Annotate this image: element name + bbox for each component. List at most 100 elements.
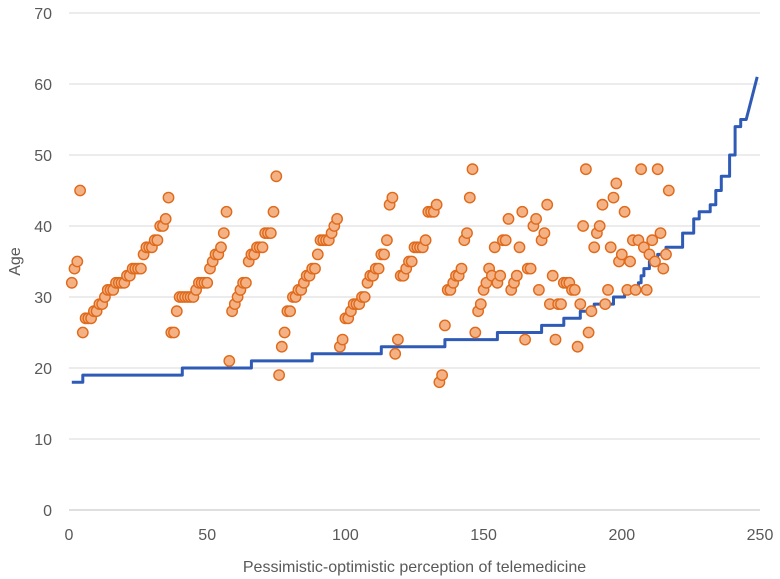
scatter-point [430, 198, 443, 211]
scatter-point [604, 241, 617, 254]
scatter-point [159, 212, 172, 225]
scatter-point [593, 220, 606, 232]
scatter-point [267, 205, 280, 218]
scatter-point [466, 163, 479, 176]
scatter-point [654, 227, 667, 240]
scatter-point [76, 326, 89, 339]
scatter-point [311, 248, 324, 261]
scatter-point [602, 283, 614, 296]
scatter-point [546, 269, 559, 282]
x-tick-label-150: 150 [470, 527, 497, 544]
scatter-point [270, 170, 283, 183]
scatter-point [494, 269, 507, 282]
scatter-points [65, 163, 675, 389]
scatter-point [577, 220, 589, 232]
scatter-point [596, 198, 609, 211]
scatter-point [239, 276, 252, 289]
scatter-point [217, 227, 230, 240]
scatter-point [660, 248, 672, 261]
scatter-point [256, 241, 269, 254]
scatter-point [336, 333, 349, 346]
y-tick-label-50: 50 [34, 148, 52, 165]
scatter-point [555, 298, 567, 310]
scatter-point [461, 227, 473, 240]
scatter-point [201, 276, 214, 289]
scatter-point [358, 291, 371, 303]
scatter-point [278, 326, 291, 339]
scatter-point [541, 198, 554, 211]
scatter-point [436, 369, 448, 381]
scatter-point [629, 283, 642, 296]
scatter-point [588, 241, 601, 254]
scatter-point [618, 205, 631, 218]
scatter-point [405, 255, 418, 268]
scatter-point [530, 212, 542, 225]
scatter-point [65, 276, 78, 289]
y-tick-labels: 0 10 20 30 40 50 60 70 [34, 6, 52, 520]
threshold-line-group [71, 76, 759, 384]
y-tick-label-30: 30 [34, 290, 52, 307]
scatter-point [582, 326, 595, 339]
scatter-point [74, 184, 87, 197]
scatter-point [624, 255, 636, 268]
scatter-point [386, 191, 399, 204]
scatter-point [168, 326, 180, 339]
scatter-point [463, 191, 476, 204]
scatter-point [331, 212, 343, 225]
scatter-point [474, 298, 487, 310]
scatter-point [378, 248, 390, 261]
scatter-point [389, 347, 402, 360]
scatter-point [615, 248, 628, 261]
scatter-point [372, 262, 385, 275]
scatter-point [455, 262, 468, 275]
scatter-point [438, 319, 451, 332]
y-tick-label-60: 60 [34, 77, 52, 94]
scatter-point [533, 283, 545, 296]
scatter-point [568, 283, 581, 296]
scatter-point [502, 212, 515, 225]
x-axis-title: Pessimistic-optimistic perception of tel… [243, 559, 586, 576]
scatter-point [516, 205, 529, 218]
scatter-point [419, 234, 432, 247]
x-tick-label-0: 0 [65, 527, 74, 544]
scatter-point [71, 255, 84, 268]
scatter-point [273, 369, 285, 381]
x-tick-label-50: 50 [198, 527, 216, 544]
scatter-point [170, 305, 183, 318]
scatter-point [580, 163, 592, 176]
scatter-point [640, 283, 653, 296]
scatter-point [649, 255, 661, 268]
scatter-point [549, 333, 562, 346]
scatter-point [391, 333, 404, 346]
x-tick-label-100: 100 [332, 527, 359, 544]
scatter-point [284, 305, 296, 318]
x-tick-labels: 0 50 100 150 200 250 [65, 527, 774, 544]
scatter-point [510, 269, 523, 282]
scatter-point [513, 241, 526, 254]
x-tick-label-200: 200 [608, 527, 635, 544]
scatter-point [610, 177, 623, 190]
scatter-point [574, 298, 587, 310]
y-tick-label-10: 10 [34, 432, 52, 449]
y-axis-title: Age [7, 247, 24, 276]
scatter-point [151, 234, 164, 247]
scatter-point [162, 191, 175, 204]
scatter-point [220, 205, 233, 218]
scatter-point [607, 191, 620, 204]
scatter-point [264, 227, 277, 240]
x-tick-label-250: 250 [747, 527, 774, 544]
scatter-point [662, 184, 675, 197]
scatter-point [275, 340, 288, 353]
scatter-point [499, 234, 512, 247]
scatter-point [651, 163, 664, 176]
scatter-point [469, 326, 482, 339]
scatter-point [646, 234, 659, 247]
y-tick-label-40: 40 [34, 219, 52, 236]
scatter-point [215, 241, 227, 254]
scatter-point [657, 262, 670, 275]
scatter-point [134, 262, 147, 275]
scatter-point [635, 163, 647, 176]
scatter-point [571, 340, 584, 353]
y-tick-label-0: 0 [43, 503, 52, 520]
